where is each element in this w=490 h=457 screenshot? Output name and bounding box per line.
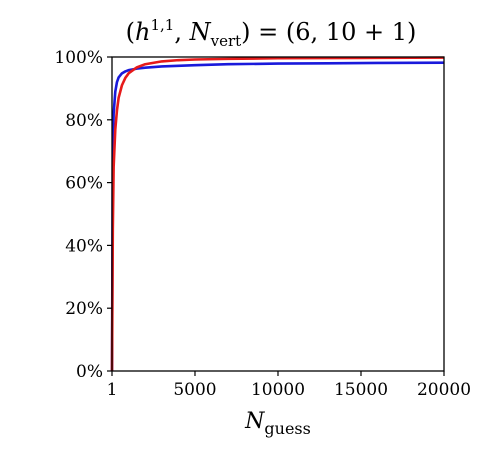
- x-tick-label: 1: [107, 380, 118, 400]
- series-line-1: [110, 61, 445, 372]
- y-tick-label: 0%: [76, 362, 103, 382]
- x-axis-label-text: Nguess: [244, 409, 311, 438]
- y-tick-label: 80%: [65, 111, 103, 131]
- x-axis-label: Nguess: [244, 409, 311, 438]
- y-tick-label: 100%: [54, 48, 103, 68]
- x-tick-label: 20000: [417, 380, 471, 400]
- x-tick-label: 5000: [173, 380, 216, 400]
- y-tick-label: 40%: [65, 236, 103, 256]
- series-line-2: [110, 56, 445, 372]
- chart-title-text: (h1,1, Nvert) = (6, 10 + 1): [126, 16, 417, 50]
- series-layer: [110, 56, 445, 372]
- chart-title: (h1,1, Nvert) = (6, 10 + 1): [126, 16, 417, 50]
- y-tick-label: 20%: [65, 299, 103, 319]
- y-tick-label: 60%: [65, 174, 103, 194]
- x-tick-label: 10000: [251, 380, 305, 400]
- plot-frame: [111, 56, 445, 372]
- x-tick-label: 15000: [334, 380, 388, 400]
